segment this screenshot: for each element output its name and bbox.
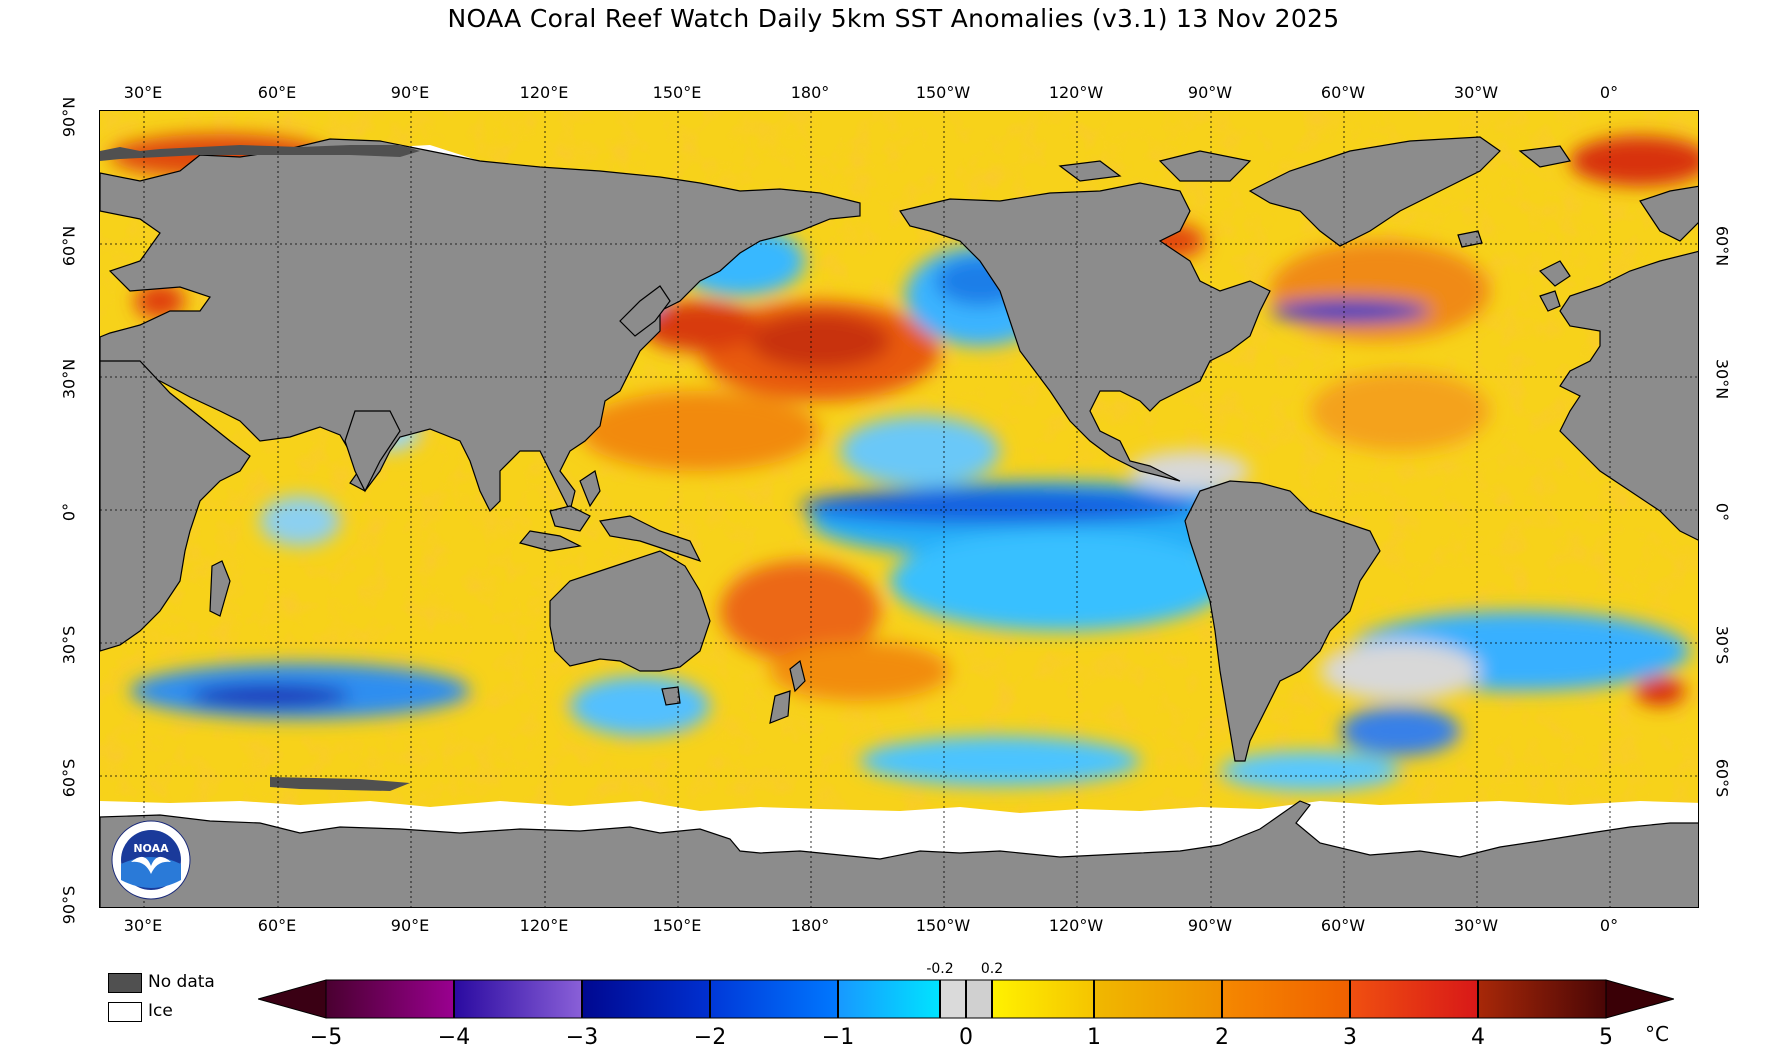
- lat-label-left: 0°: [59, 502, 79, 522]
- lon-label-bottom: 120°W: [1048, 916, 1104, 935]
- colorbar-tick: 1: [1087, 1025, 1101, 1050]
- lon-label-top: 90°W: [1187, 83, 1233, 102]
- colorbar-tick: 0: [959, 1025, 973, 1050]
- japan: [619, 285, 671, 337]
- colorbar-tick: −2: [693, 1025, 727, 1050]
- lat-label-left: 30°S: [59, 625, 79, 665]
- south-america: [1184, 480, 1381, 762]
- colorbar-tick: −4: [437, 1025, 471, 1050]
- lon-label-bottom: 150°W: [915, 916, 971, 935]
- lon-label-bottom: 90°E: [390, 916, 430, 935]
- page-title: NOAA Coral Reef Watch Daily 5km SST Anom…: [447, 4, 1340, 33]
- map-canvas: [100, 111, 1698, 907]
- lat-label-left: 90°N: [59, 96, 79, 138]
- noaa-logo: NOAA: [111, 820, 191, 900]
- lon-label-top: 180°: [790, 83, 830, 102]
- lon-label-bottom: 60°E: [257, 916, 297, 935]
- sst-anomaly-map[interactable]: [99, 110, 1699, 908]
- graticule: [100, 111, 1698, 907]
- lat-label-right: 30°N: [1712, 358, 1732, 400]
- lat-label-right: 60°N: [1712, 225, 1732, 267]
- lon-label-bottom: 180°: [790, 916, 830, 935]
- australia: [549, 550, 711, 672]
- colorbar-unit: °C: [1645, 1022, 1669, 1046]
- europe-africa-west: [1559, 250, 1698, 541]
- no-data-label: No data: [148, 972, 215, 992]
- lon-label-top: 0°: [1599, 83, 1619, 102]
- colorbar-tick: 5: [1599, 1025, 1613, 1050]
- lat-label-right: 60°S: [1712, 758, 1732, 798]
- lon-label-bottom: 90°W: [1187, 916, 1233, 935]
- colorbar-inner-label: -0.2: [926, 961, 954, 977]
- lon-label-top: 90°E: [390, 83, 430, 102]
- colorbar-inner-label: 0.2: [980, 961, 1004, 977]
- lon-label-top: 30°W: [1453, 83, 1499, 102]
- colorbar-max-arrow: [1605, 979, 1674, 1019]
- lon-label-bottom: 30°W: [1453, 916, 1499, 935]
- no-data-swatch: [108, 973, 142, 993]
- colorbar-tick: 2: [1215, 1025, 1229, 1050]
- lon-label-bottom: 150°E: [652, 916, 702, 935]
- north-america: [899, 182, 1271, 482]
- madagascar: [209, 560, 231, 617]
- lat-label-left: 90°S: [59, 885, 79, 925]
- colorbar-tick: 3: [1343, 1025, 1357, 1050]
- colorbar-tick: 4: [1471, 1025, 1485, 1050]
- ice-label: Ice: [148, 1001, 173, 1021]
- lat-label-right: 0°: [1712, 502, 1732, 522]
- logo-text: NOAA: [133, 842, 169, 855]
- lon-label-top: 60°E: [257, 83, 297, 102]
- arctic-no-data: [100, 145, 420, 161]
- colorbar-tick: −3: [565, 1025, 599, 1050]
- lon-label-bottom: 60°W: [1320, 916, 1366, 935]
- lon-label-bottom: 120°E: [519, 916, 569, 935]
- no-data-region: [270, 777, 410, 791]
- lat-label-right: 30°S: [1712, 625, 1732, 665]
- greenland: [1248, 136, 1501, 247]
- lat-label-left: 60°S: [59, 758, 79, 798]
- lat-label-left: 30°N: [59, 358, 79, 400]
- lat-label-left: 60°N: [59, 225, 79, 267]
- lon-label-top: 60°W: [1320, 83, 1366, 102]
- colorbar: [258, 979, 1674, 1019]
- ice-swatch: [108, 1002, 142, 1022]
- lon-label-top: 120°W: [1048, 83, 1104, 102]
- lon-label-top: 150°E: [652, 83, 702, 102]
- lon-label-top: 150°W: [915, 83, 971, 102]
- lon-label-bottom: 0°: [1599, 916, 1619, 935]
- eurasia: [100, 138, 861, 513]
- lon-label-bottom: 30°E: [123, 916, 163, 935]
- continents: [100, 136, 1698, 762]
- india: [344, 410, 401, 493]
- lon-label-top: 30°E: [123, 83, 163, 102]
- colorbar-min-arrow: [258, 979, 327, 1019]
- colorbar-tick: −1: [821, 1025, 855, 1050]
- antarctica: [100, 800, 1698, 907]
- lon-label-top: 120°E: [519, 83, 569, 102]
- colorbar-tick: −5: [309, 1025, 343, 1050]
- africa: [100, 360, 251, 652]
